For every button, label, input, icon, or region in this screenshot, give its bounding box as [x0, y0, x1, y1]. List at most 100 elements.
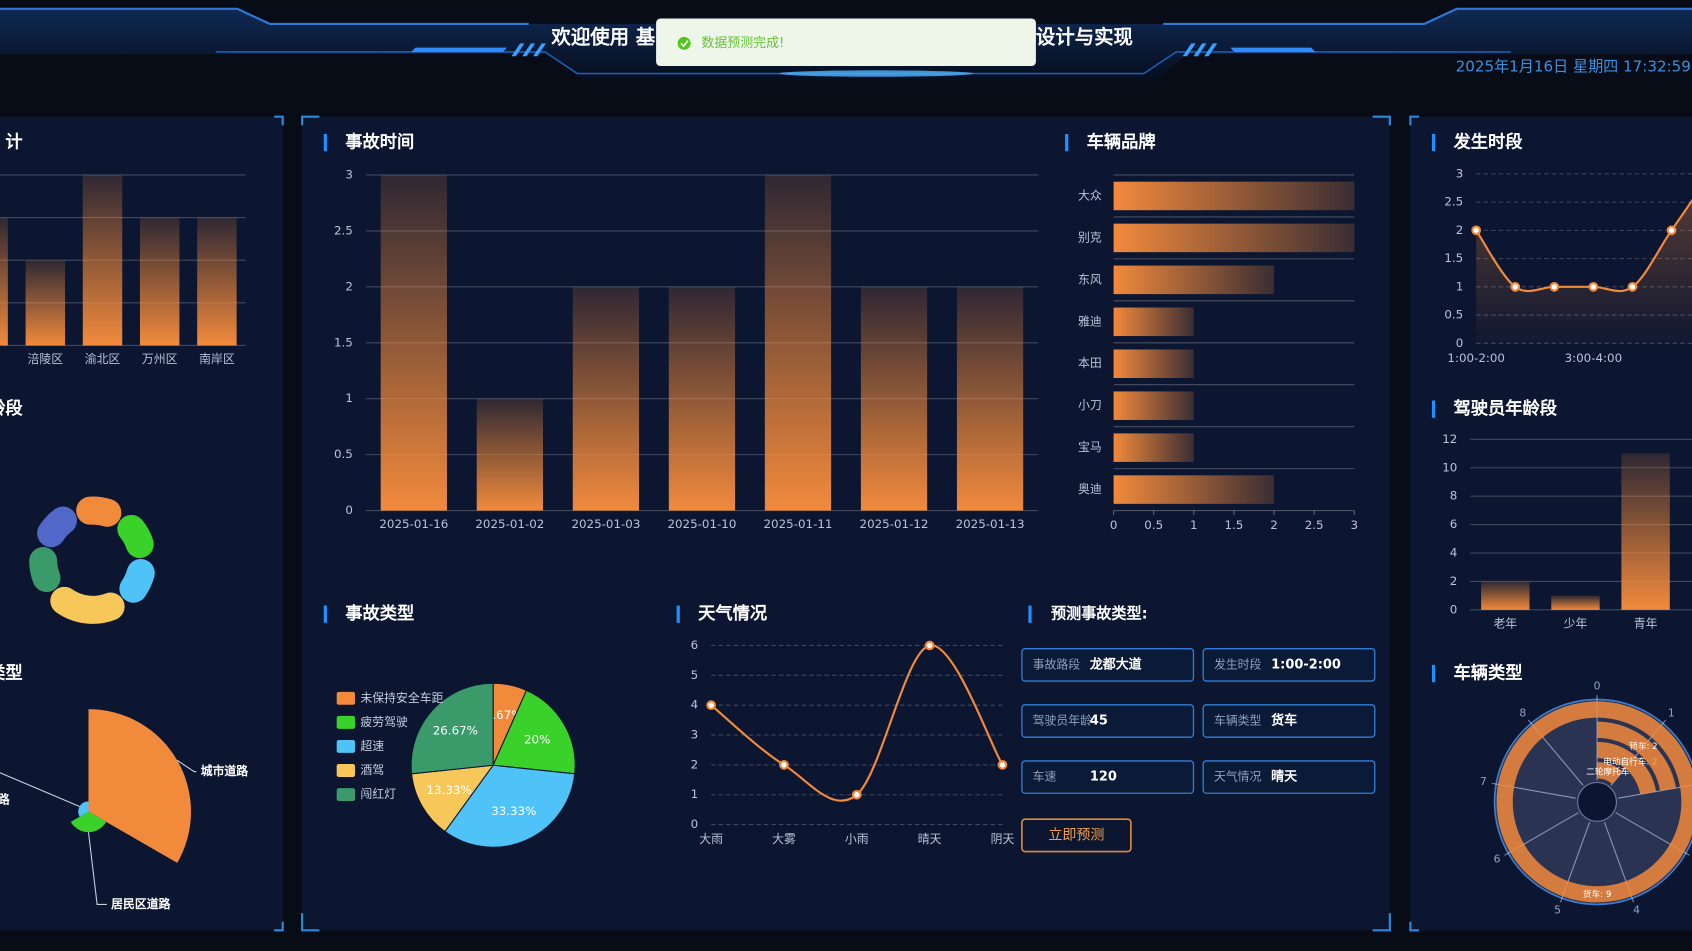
predict-button-label[interactable]: 立即预测 — [1048, 827, 1104, 843]
toast: 数据预测完成! — [656, 18, 1036, 66]
y-tick-label: 别克 — [1078, 230, 1102, 244]
rose-label: 路 — [0, 792, 10, 806]
predict-button[interactable] — [1021, 818, 1132, 853]
polar-hole — [1577, 781, 1618, 822]
header-line — [0, 7, 1692, 25]
panels — [0, 115, 1692, 932]
title-marker — [1431, 664, 1436, 683]
pie-slice — [410, 764, 495, 833]
bar — [25, 260, 66, 346]
title-marker — [323, 133, 327, 152]
rose-sector — [78, 801, 89, 817]
donut-segment — [29, 547, 61, 593]
form-field[interactable] — [1021, 760, 1195, 794]
form-field[interactable] — [1202, 760, 1376, 794]
point — [851, 789, 862, 800]
y-tick-label: 2 — [345, 279, 353, 293]
datetime: 2025年1月16日 星期四 17:32:59 — [1456, 58, 1691, 76]
field-value: 货车 — [1271, 712, 1297, 728]
field-value: 1:00-2:00 — [1271, 657, 1341, 672]
chart-title: 车辆类型 — [1454, 663, 1523, 684]
donut-segment — [76, 496, 122, 527]
leader-line — [0, 772, 80, 808]
x-tick-label: 青年 — [1634, 616, 1658, 630]
toast-text: 数据预测完成! — [701, 36, 784, 51]
polar-bar-label: 电动自行车: 2 — [1603, 756, 1657, 768]
y-tick-label: 0 — [1456, 336, 1464, 350]
x-tick-label: 2025-01-02 — [475, 517, 544, 531]
toast-check — [680, 40, 689, 48]
title-marker — [1028, 605, 1032, 623]
legend-swatch — [336, 691, 356, 705]
chart-title: 事故类型 — [345, 603, 414, 624]
leader-line — [87, 832, 107, 905]
y-tick-label: 10 — [1442, 460, 1457, 474]
polar-bar — [1597, 762, 1623, 784]
point — [779, 760, 789, 770]
y-tick-label: 2.5 — [334, 223, 353, 237]
legend-label: 未保持安全车距 — [360, 691, 443, 705]
slice-label: 33.33% — [491, 804, 536, 818]
x-tick-label: 2025-01-10 — [667, 517, 736, 531]
y-tick-label: 0.5 — [334, 447, 353, 461]
legend-label: 疲劳驾驶 — [360, 715, 408, 729]
leader-line — [176, 759, 197, 773]
slice-label: 20% — [524, 732, 550, 746]
field-value: 120 — [1090, 770, 1117, 785]
y-tick-label: 4 — [1450, 546, 1458, 560]
y-tick-label: 奥迪 — [1078, 482, 1102, 496]
legend-swatch — [336, 788, 356, 802]
bar — [476, 398, 543, 511]
x-tick-label: 老年 — [1493, 616, 1517, 630]
header-glow — [779, 70, 974, 77]
toast-box — [656, 18, 1036, 66]
y-tick-label: 宝马 — [1078, 440, 1102, 454]
bar — [1113, 349, 1194, 379]
donut-segment — [119, 559, 155, 603]
x-tick-label: 大雨 — [699, 832, 723, 846]
angle-tick-label: 1 — [1668, 706, 1675, 719]
field-value: 晴天 — [1271, 769, 1297, 785]
polar-bar-label: 轿车: 2 — [1629, 740, 1657, 752]
x-tick-label: 2025-01-03 — [571, 517, 640, 531]
polar-bar-label: 货车: 9 — [1583, 888, 1611, 900]
title-marker — [1065, 133, 1069, 152]
field-label: 天气情况 — [1214, 770, 1262, 784]
y-tick-label: 大众 — [1078, 188, 1102, 202]
field-label: 驾驶员年龄 — [1033, 713, 1092, 727]
x-tick-label: 涪陵区 — [28, 352, 64, 366]
form-field[interactable] — [1021, 648, 1195, 682]
x-tick-label: 3 — [1350, 518, 1358, 532]
legend-swatch — [336, 715, 356, 729]
y-tick-label: 5 — [691, 668, 699, 682]
x-tick-label: 晴天 — [918, 832, 942, 846]
y-tick-label: 1 — [345, 391, 353, 405]
angle-tick-label: 4 — [1633, 903, 1640, 916]
donut-segment — [117, 514, 154, 559]
form-field[interactable] — [1021, 704, 1195, 738]
polar-bar-label: 二轮摩托车 — [1586, 766, 1630, 778]
x-tick-label: 2025-01-16 — [379, 517, 448, 531]
angle-tick-label: 0 — [1594, 679, 1601, 692]
point — [1588, 281, 1599, 292]
chart-title: 天气情况 — [698, 603, 768, 624]
form-field[interactable] — [1202, 704, 1376, 738]
y-tick-label: 3 — [345, 167, 353, 181]
y-tick-label: 3 — [1456, 166, 1464, 180]
y-tick-label: 本田 — [1078, 356, 1102, 370]
legend-label: 闯红灯 — [360, 787, 396, 801]
y-tick-label: 0 — [345, 503, 353, 517]
bar — [764, 174, 832, 511]
bar — [1113, 181, 1355, 211]
line — [710, 644, 1004, 802]
bar — [572, 286, 640, 511]
header-title: 设计与实现 — [1036, 25, 1133, 48]
x-tick-label: 阴天 — [991, 832, 1015, 846]
form-field[interactable] — [1202, 648, 1376, 682]
chart-title: 类型 — [0, 663, 23, 684]
point — [1510, 281, 1521, 292]
bar — [82, 174, 123, 346]
bar — [197, 217, 237, 346]
